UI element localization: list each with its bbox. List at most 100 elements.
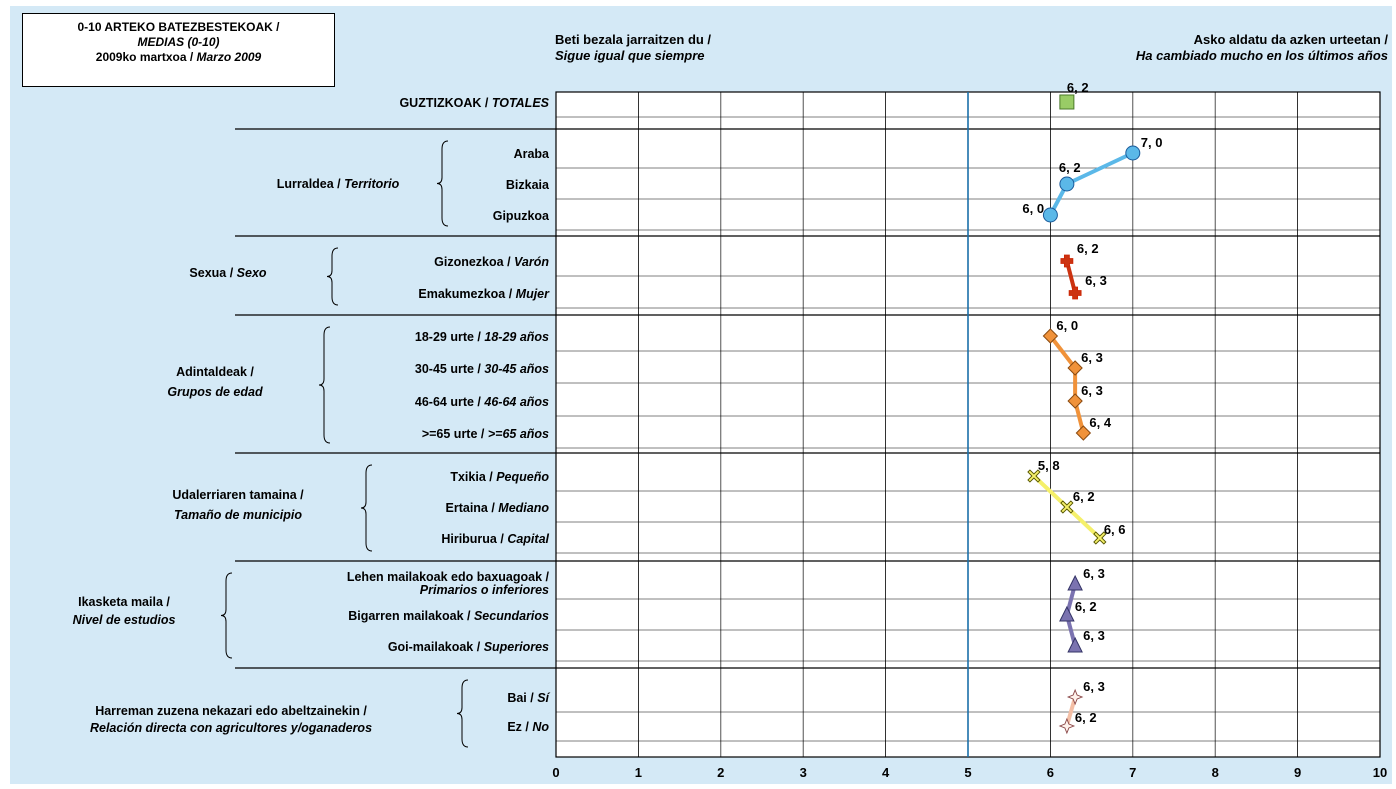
title-line-3: 2009ko martxoa / Marzo 2009 [23,50,334,65]
title-line-2: MEDIAS (0-10) [137,35,220,49]
data-label: 6, 2 [1075,599,1097,614]
header-right-eu: Asko aldatu da azken urteetan / [1193,32,1388,47]
marker-circle [1042,207,1058,223]
row-label: Ez / No [507,720,549,734]
label-eu: Bizkaia [506,178,550,192]
group-label: Lurraldea / Territorio [277,177,400,191]
series-line [1064,696,1078,727]
label-es: 18-29 años [484,330,549,344]
x-tick-label: 6 [1047,765,1054,780]
row-label: Hiriburua / Capital [441,532,549,546]
row-label: 46-64 urte / 46-64 años [415,395,549,409]
data-label: 6, 6 [1104,522,1126,537]
marker-triangle [1067,574,1083,591]
x-tick-label: 4 [882,765,890,780]
label-es: TOTALES [492,96,550,110]
row-label: Lehen mailakoak edo baxuagoak / [347,570,550,584]
row-label: Bai / Sí [507,691,550,705]
label-es: Mujer [516,287,550,301]
label-eu: Lehen mailakoak edo baxuagoak / [347,570,550,584]
x-tick-label: 7 [1129,765,1136,780]
marker-star [1066,688,1084,706]
x-tick-label: 2 [717,765,724,780]
x-tick-label: 10 [1373,765,1387,780]
label-es: 30-45 años [484,362,549,376]
label-eu: Bigarren mailakoak / [348,609,474,623]
row-label: Gipuzkoa [493,209,550,223]
marker-diamond [1067,360,1083,376]
data-label: 6, 3 [1083,566,1105,581]
row-label: Goi-mailakoak / Superiores [388,640,549,654]
row-label: >=65 urte / >=65 años [422,427,549,441]
data-label: 6, 2 [1067,80,1089,95]
label-es: No [532,720,549,734]
marker-diamond [1067,393,1083,409]
group-label: Sexua / Sexo [189,266,266,280]
marker-plus [1068,286,1082,300]
label-eu: 46-64 urte / [415,395,484,409]
label-es: 46-64 años [483,395,549,409]
marker-circle [1125,145,1141,161]
label-eu: Araba [514,147,550,161]
data-label: 6, 2 [1077,241,1099,256]
label-eu: Lurraldea / [277,177,344,191]
data-label: 6, 3 [1083,679,1105,694]
label-es: >=65 años [488,427,549,441]
row-label: GUZTIZKOAK / TOTALES [399,96,549,110]
data-label: 6, 0 [1056,318,1078,333]
series-line [1048,334,1086,434]
row-label: Emakumezkoa / Mujer [418,287,550,301]
row-label: Bigarren mailakoak / Secundarios [348,609,549,623]
data-label: 6, 2 [1073,489,1095,504]
group-label: Harreman zuzena nekazari edo abeltzainek… [95,704,367,718]
label-eu: Bai / [507,691,537,705]
data-label: 6, 3 [1083,628,1105,643]
group-label-es: Tamaño de municipio [174,508,302,522]
title-date-es: Marzo 2009 [196,50,262,64]
marker-diamond [1042,328,1059,344]
label-eu: Goi-mailakoak / [388,640,484,654]
marker-x [1060,500,1074,514]
data-label: 6, 4 [1089,415,1111,430]
title-date-eu: 2009ko martxoa / [95,50,197,64]
label-eu: Sexua / [189,266,236,280]
title-line-1: 0-10 ARTEKO BATEZBESTEKOAK / [77,20,280,34]
marker-x [1027,469,1041,483]
group-label-es: Nivel de estudios [73,613,176,627]
label-eu: 18-29 urte / [415,330,484,344]
label-eu: Hiriburua / [441,532,507,546]
group-brace [318,326,331,444]
group-label: Adintaldeak / [176,365,254,379]
row-label: Araba [514,147,550,161]
label-eu: GUZTIZKOAK / [399,96,491,110]
marker-star [1058,717,1076,735]
group-label: Ikasketa maila / [78,595,170,609]
marker-x [1093,531,1107,545]
group-brace [326,247,339,306]
data-label: 6, 3 [1081,350,1103,365]
label-es: Capital [507,532,549,546]
marker-diamond [1075,425,1092,441]
data-label: 6, 0 [1022,201,1044,216]
label-es: Varón [514,255,549,269]
group-brace [436,140,449,227]
group-brace [360,464,373,552]
marker-triangle [1067,636,1083,653]
label-es: Pequeño [496,470,549,484]
marker-plus [1060,254,1074,268]
x-tick-label: 0 [552,765,559,780]
label-eu: Txikia / [450,470,496,484]
label-es: Sexo [237,266,267,280]
marker-triangle [1059,605,1075,622]
label-eu: >=65 urte / [422,427,488,441]
title-box: 0-10 ARTEKO BATEZBESTEKOAK / MEDIAS (0-1… [22,13,335,87]
label-eu: Gipuzkoa [493,209,550,223]
data-label: 6, 2 [1059,160,1081,175]
marker-circle [1059,176,1075,192]
label-eu: 30-45 urte / [415,362,484,376]
label-eu: Gizonezkoa / [434,255,514,269]
label-es: Territorio [344,177,399,191]
row-label: 18-29 urte / 18-29 años [415,330,549,344]
